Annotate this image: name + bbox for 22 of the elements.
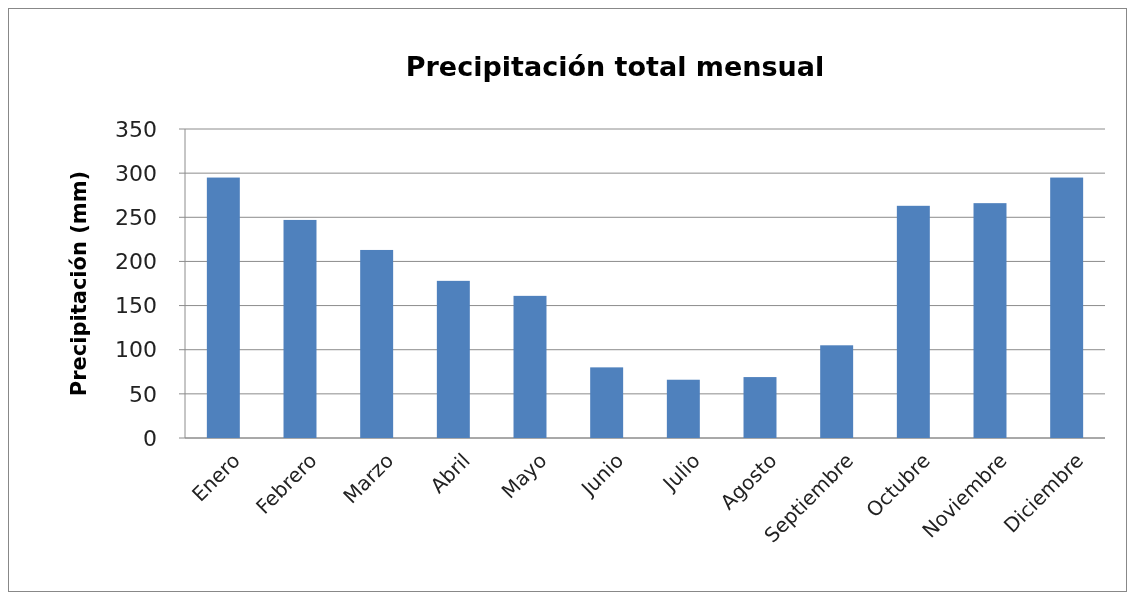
bar bbox=[360, 249, 394, 438]
y-tick-label: 100 bbox=[115, 337, 157, 363]
bar bbox=[206, 177, 240, 438]
y-tick-label: 0 bbox=[143, 425, 157, 451]
y-tick-label: 250 bbox=[115, 204, 157, 230]
chart-title: Precipitación total mensual bbox=[405, 51, 825, 82]
bar bbox=[436, 280, 470, 438]
y-axis-title: Precipitación (mm) bbox=[67, 170, 91, 397]
y-tick-label: 150 bbox=[115, 293, 157, 319]
bar bbox=[283, 219, 317, 438]
bar bbox=[743, 377, 777, 438]
bar bbox=[666, 379, 700, 438]
y-tick-label: 300 bbox=[115, 160, 157, 186]
bar bbox=[513, 295, 547, 438]
bar bbox=[590, 367, 624, 438]
y-tick-label: 50 bbox=[129, 381, 157, 407]
bar bbox=[1050, 177, 1084, 438]
bar bbox=[973, 203, 1007, 438]
y-tick-label: 350 bbox=[115, 116, 157, 142]
y-tick-label: 200 bbox=[115, 249, 157, 275]
bar bbox=[820, 345, 854, 438]
bar bbox=[896, 205, 930, 438]
